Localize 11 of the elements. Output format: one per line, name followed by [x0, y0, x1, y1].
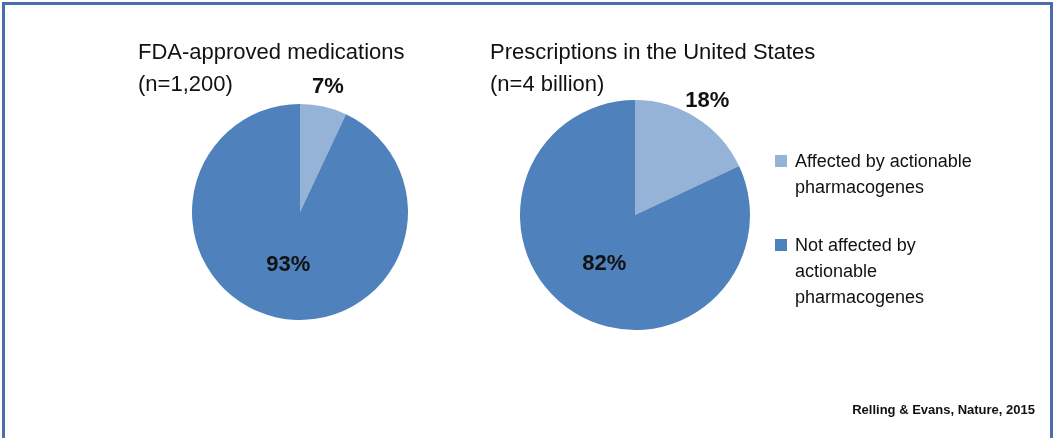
data-label: 82% [582, 249, 627, 275]
chart-subtitle: (n=1,200) [138, 71, 233, 96]
legend-label: Affected by actionable pharmacogenes [795, 150, 973, 199]
data-label: 18% [685, 87, 730, 113]
data-label: 7% [312, 73, 344, 99]
chart-title: Prescriptions in the United States [490, 38, 816, 66]
data-label: 93% [266, 250, 311, 276]
legend-label: Not affected by actionable pharmacogenes [795, 234, 926, 309]
text: Relling & Evans, Nature, 2015 [852, 402, 1035, 417]
chart-subtitle: (n=4 billion) [490, 71, 605, 96]
chart-title: FDA-approved medications [138, 38, 405, 66]
